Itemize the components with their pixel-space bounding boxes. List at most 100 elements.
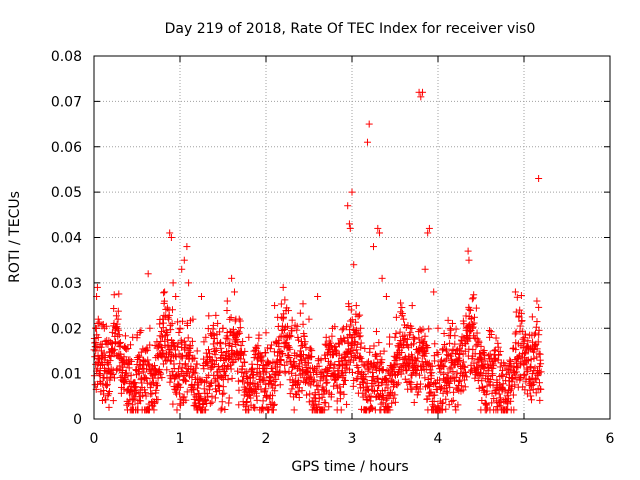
- data-point: [167, 234, 175, 241]
- data-point: [252, 392, 260, 400]
- data-point: [528, 313, 536, 321]
- data-point: [355, 353, 363, 361]
- data-point: [458, 333, 466, 341]
- data-point: [338, 326, 346, 334]
- data-point: [164, 341, 172, 349]
- data-point: [382, 292, 390, 300]
- data-point: [424, 344, 432, 352]
- data-point: [511, 288, 519, 296]
- data-point: [521, 330, 529, 338]
- data-point: [536, 396, 544, 404]
- data-point: [182, 341, 190, 349]
- data-point: [167, 326, 175, 334]
- data-point: [198, 292, 205, 300]
- y-tick-label: 0.05: [51, 185, 82, 201]
- data-point: [305, 398, 313, 406]
- data-point: [265, 360, 273, 368]
- data-point: [263, 360, 271, 368]
- data-point: [443, 351, 451, 359]
- data-point: [120, 343, 128, 351]
- data-point: [103, 382, 111, 390]
- data-point: [394, 379, 402, 387]
- data-point: [370, 243, 377, 251]
- data-point: [421, 332, 429, 340]
- data-point: [114, 307, 122, 315]
- data-point: [524, 337, 532, 345]
- data-point: [358, 358, 366, 366]
- data-point: [95, 370, 103, 378]
- data-point: [352, 302, 360, 310]
- y-tick-label: 0.02: [51, 321, 82, 337]
- data-point: [498, 371, 506, 379]
- data-point: [127, 388, 135, 396]
- data-point: [440, 329, 448, 337]
- data-point: [103, 374, 111, 382]
- data-point: [449, 345, 457, 353]
- x-axis-label: GPS time / hours: [291, 459, 408, 475]
- data-point: [294, 388, 302, 396]
- data-point: [275, 369, 283, 377]
- data-point: [191, 354, 199, 362]
- data-point: [264, 359, 272, 367]
- data-point: [368, 376, 376, 384]
- data-point: [235, 328, 243, 336]
- data-point: [434, 324, 442, 332]
- data-point: [520, 361, 528, 369]
- data-point: [367, 392, 375, 400]
- data-point: [357, 384, 365, 392]
- data-point: [446, 383, 454, 391]
- data-point: [102, 396, 110, 404]
- data-point: [461, 363, 469, 371]
- data-point: [496, 347, 504, 355]
- data-point: [465, 328, 473, 336]
- data-point: [228, 359, 236, 367]
- data-point: [485, 327, 493, 335]
- data-point: [401, 375, 409, 383]
- data-point: [388, 399, 396, 407]
- data-point: [380, 347, 388, 355]
- data-point: [337, 406, 345, 414]
- data-point: [511, 330, 519, 338]
- data-point: [357, 343, 365, 351]
- data-point: [295, 336, 303, 344]
- data-point: [182, 396, 190, 404]
- data-point: [431, 357, 439, 365]
- data-point: [330, 343, 338, 351]
- data-point: [260, 376, 268, 384]
- data-point: [285, 353, 293, 361]
- data-point: [202, 397, 210, 405]
- data-point: [532, 376, 540, 384]
- data-point: [254, 342, 262, 350]
- data-point: [91, 339, 99, 347]
- data-point: [290, 357, 298, 365]
- data-point: [212, 388, 220, 396]
- data-point: [218, 390, 226, 398]
- data-point: [411, 335, 419, 343]
- data-point: [391, 398, 399, 406]
- data-point: [142, 347, 150, 355]
- data-point: [239, 337, 247, 345]
- data-point: [298, 387, 306, 395]
- data-point: [339, 380, 347, 388]
- data-point: [267, 377, 275, 385]
- data-point: [143, 375, 151, 383]
- data-point: [121, 378, 129, 386]
- data-point: [357, 354, 365, 362]
- data-point: [438, 346, 446, 354]
- data-point: [100, 374, 108, 382]
- data-point: [202, 333, 210, 341]
- data-point: [314, 292, 322, 300]
- data-point: [178, 265, 186, 273]
- data-point: [143, 346, 151, 354]
- data-point: [483, 382, 491, 390]
- data-point: [228, 342, 236, 350]
- data-point: [357, 339, 365, 347]
- data-point: [509, 391, 517, 399]
- data-point: [449, 396, 457, 404]
- data-point: [159, 349, 167, 357]
- data-point: [446, 339, 454, 347]
- data-point: [526, 386, 534, 394]
- data-point: [281, 296, 289, 304]
- data-point: [350, 261, 358, 269]
- data-point: [323, 378, 331, 386]
